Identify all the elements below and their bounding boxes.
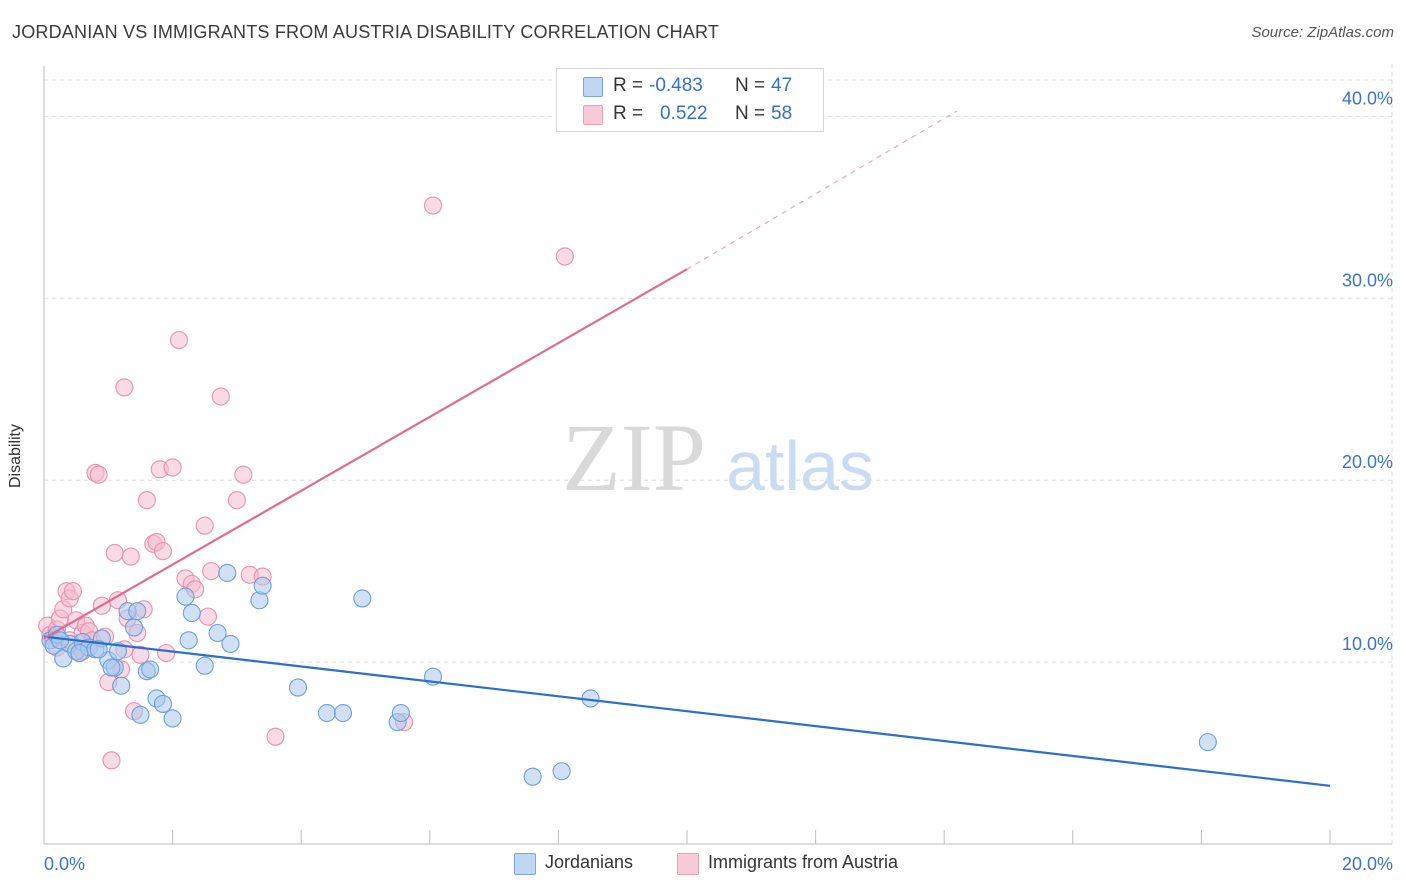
- legend-n-label: N =: [735, 75, 766, 96]
- x-tick-label: 20.0%: [1342, 854, 1393, 874]
- legend-label: Jordanians: [545, 852, 634, 872]
- data-point-jordanians: [89, 640, 108, 659]
- legend-row-jordanians: R = -0.483 N = 47: [557, 73, 823, 101]
- data-point-immigrants: [131, 645, 150, 664]
- data-point-immigrants: [163, 458, 182, 477]
- legend-swatch-pink: [583, 105, 603, 125]
- trend-line-immigrants: [43, 268, 688, 640]
- data-point-jordanians: [1198, 733, 1217, 752]
- legend-n-value: 47: [771, 75, 793, 96]
- data-point-jordanians: [131, 705, 150, 724]
- data-point-jordanians: [253, 576, 272, 595]
- legend-r-label: R =: [613, 75, 644, 96]
- tick-labels: 10.0% 20.0% 30.0% 40.0% 0.0% 20.0%: [44, 88, 1393, 874]
- data-point-jordanians: [221, 634, 240, 653]
- data-point-immigrants: [195, 516, 214, 535]
- data-point-jordanians: [108, 642, 127, 661]
- legend-r-value: -0.483: [649, 75, 703, 96]
- watermark-atlas: atlas: [726, 427, 874, 505]
- data-point-jordanians: [208, 623, 227, 643]
- data-point-immigrants: [137, 491, 156, 510]
- data-point-immigrants: [121, 547, 140, 566]
- data-point-jordanians: [176, 587, 195, 606]
- data-point-immigrants: [102, 751, 121, 770]
- data-point-immigrants: [63, 582, 82, 601]
- correlation-legend: R = -0.483 N = 47 R = 0.522 N = 58: [556, 68, 824, 132]
- gridlines: [44, 64, 1393, 844]
- legend-label: Immigrants from Austria: [708, 852, 899, 872]
- data-point-immigrants: [202, 562, 221, 581]
- y-tick-label: 10.0%: [1342, 634, 1393, 654]
- legend-swatch-blue: [514, 853, 536, 875]
- data-point-jordanians: [163, 709, 182, 728]
- data-point-jordanians: [218, 563, 237, 583]
- data-point-immigrants: [105, 543, 124, 563]
- legend-row-immigrants: R = 0.522 N = 58: [557, 101, 823, 129]
- watermark-zip: ZIP: [562, 404, 706, 511]
- y-tick-label: 40.0%: [1342, 88, 1393, 108]
- data-point-jordanians: [141, 660, 160, 679]
- axes: [43, 66, 1392, 845]
- data-point-immigrants: [169, 331, 189, 350]
- data-point-immigrants: [266, 727, 285, 746]
- data-point-jordanians: [552, 762, 571, 781]
- y-tick-label: 30.0%: [1342, 270, 1393, 290]
- data-point-jordanians: [523, 767, 542, 786]
- trend-line-extension: [686, 110, 958, 270]
- data-point-jordanians: [124, 618, 144, 637]
- trend-lines: [43, 110, 1331, 787]
- series-legend: Jordanians Immigrants from Austria: [0, 852, 1406, 876]
- chart-title: JORDANIAN VS IMMIGRANTS FROM AUSTRIA DIS…: [12, 22, 720, 42]
- legend-n-value: 58: [771, 103, 793, 124]
- legend-r-value: 0.522: [660, 103, 708, 124]
- data-point-immigrants: [211, 387, 230, 406]
- data-point-jordanians: [288, 678, 308, 697]
- legend-n-label: N =: [735, 103, 766, 124]
- legend-swatch-blue: [583, 77, 603, 97]
- data-point-immigrants: [198, 607, 218, 626]
- data-point-immigrants: [115, 378, 134, 397]
- data-point-jordanians: [102, 658, 121, 677]
- data-point-immigrants: [157, 643, 176, 663]
- series-jordanians: [41, 563, 1217, 786]
- data-point-jordanians: [333, 703, 353, 723]
- data-point-immigrants: [227, 491, 246, 510]
- y-tick-label: 20.0%: [1342, 452, 1393, 472]
- data-point-jordanians: [70, 643, 89, 663]
- source-label: Source: ZipAtlas.com: [1251, 24, 1394, 41]
- data-point-jordanians: [128, 602, 147, 621]
- data-point-immigrants: [423, 196, 443, 215]
- data-point-jordanians: [182, 603, 201, 623]
- data-point-jordanians: [391, 703, 410, 723]
- data-point-jordanians: [112, 676, 131, 695]
- data-point-jordanians: [153, 694, 173, 713]
- data-point-immigrants: [89, 465, 108, 484]
- data-point-jordanians: [317, 703, 336, 723]
- x-tick-label: 0.0%: [44, 854, 85, 874]
- data-point-jordanians: [353, 589, 372, 608]
- data-point-immigrants: [153, 542, 173, 561]
- data-point-jordanians: [179, 631, 198, 650]
- legend-r-label: R =: [613, 103, 644, 124]
- legend-swatch-pink: [677, 853, 699, 875]
- trend-line-jordanians: [43, 635, 1331, 787]
- data-point-immigrants: [234, 465, 253, 484]
- data-point-jordanians: [195, 656, 214, 675]
- data-point-immigrants: [555, 247, 574, 266]
